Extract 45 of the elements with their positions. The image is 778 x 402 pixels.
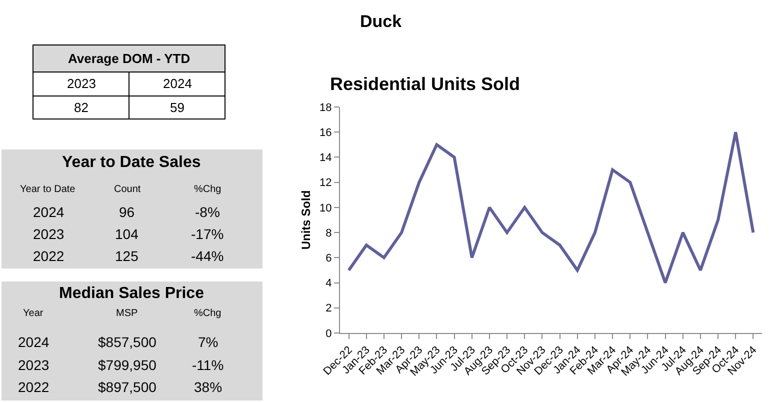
text: 125 [115, 248, 139, 264]
y-tick-label: 8 [326, 227, 332, 240]
text: Average DOM - YTD [68, 51, 190, 66]
y-tick-label: 0 [326, 328, 332, 340]
text: 2024 [163, 76, 192, 91]
text: Year to Date Sales [62, 154, 201, 171]
text: $799,950 [98, 357, 157, 373]
line-series [347, 130, 755, 284]
y-tick-label: 10 [320, 202, 332, 214]
y-tick-label: 2 [326, 302, 332, 315]
text: $897,500 [98, 379, 157, 395]
text: $857,500 [98, 334, 157, 350]
text: %Chg [194, 308, 222, 319]
text: 96 [119, 204, 135, 220]
chart-title: Residential Units Sold [330, 74, 520, 94]
y-tick-label: 12 [320, 177, 332, 190]
text: 38% [194, 379, 222, 395]
text: Year [23, 308, 44, 319]
y-axis-title: Units Sold [298, 190, 313, 250]
y-tick-label: 4 [326, 278, 332, 290]
text: -17% [191, 226, 224, 242]
text: 104 [115, 226, 139, 242]
y-tick-label: 14 [320, 152, 332, 164]
text: 2023 [67, 76, 96, 91]
y-tick-label: 6 [326, 252, 332, 265]
text: -44% [191, 248, 224, 264]
text: 2023 [18, 357, 50, 373]
text: -8% [195, 204, 220, 220]
text: Duck [360, 12, 402, 31]
text: Median Sales Price [59, 285, 204, 302]
text: 2023 [33, 226, 64, 242]
text: 2022 [18, 379, 50, 395]
y-tick-label: 16 [320, 126, 332, 139]
text: Count [114, 184, 141, 195]
text: 2024 [18, 334, 50, 350]
text: -11% [192, 357, 224, 373]
y-tick-label: 18 [320, 102, 332, 114]
text: 2022 [33, 248, 64, 264]
text: %Chg [194, 184, 222, 195]
text: 59 [170, 100, 184, 115]
text: 2024 [33, 204, 64, 220]
text: 82 [74, 100, 88, 115]
text: Year to Date [20, 184, 76, 195]
text: MSP [116, 308, 138, 319]
text: 7% [198, 334, 218, 350]
